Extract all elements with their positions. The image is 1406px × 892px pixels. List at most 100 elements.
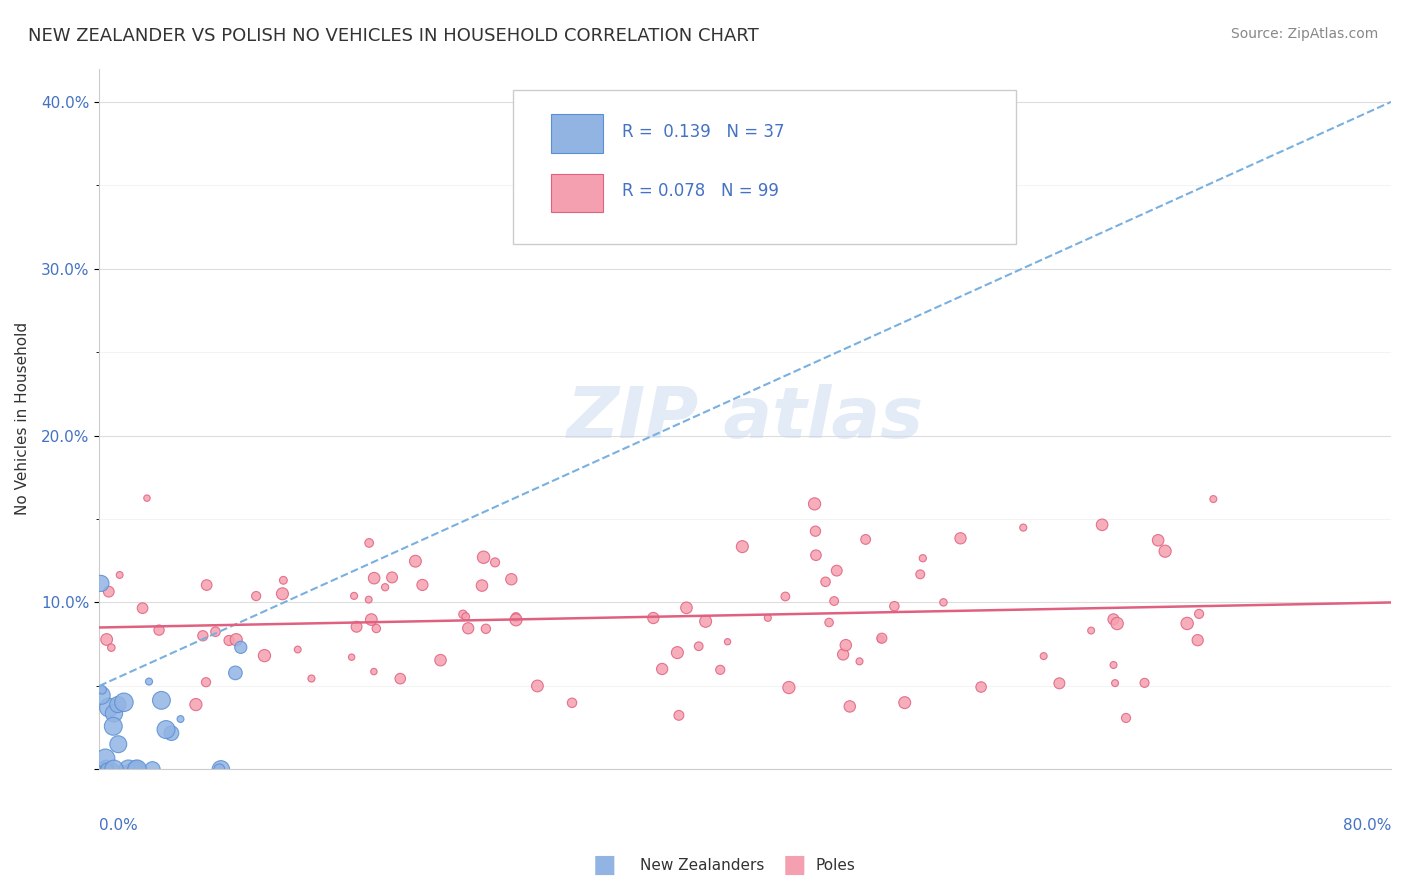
Point	[209, 762, 232, 776]
Point	[911, 551, 934, 566]
Point	[1115, 711, 1137, 725]
Text: Poles: Poles	[815, 858, 855, 872]
Point	[107, 698, 129, 712]
Point	[709, 663, 731, 677]
Point	[526, 679, 548, 693]
Point	[803, 497, 825, 511]
Point	[90, 576, 112, 591]
Point	[910, 567, 932, 582]
Point	[471, 578, 494, 592]
Point	[1102, 658, 1125, 673]
Point	[155, 723, 177, 737]
Point	[883, 599, 905, 614]
Point	[359, 536, 381, 550]
Point	[651, 662, 673, 676]
Y-axis label: No Vehicles in Household: No Vehicles in Household	[15, 322, 30, 516]
Point	[141, 762, 163, 776]
Point	[1188, 607, 1211, 621]
Point	[668, 708, 690, 723]
Text: R = 0.078   N = 99: R = 0.078 N = 99	[623, 182, 779, 200]
Point	[103, 762, 125, 776]
Point	[229, 640, 252, 655]
Point	[136, 491, 159, 505]
Point	[195, 675, 218, 690]
Point	[360, 613, 382, 627]
Point	[695, 615, 717, 629]
Point	[869, 632, 891, 646]
Point	[148, 623, 170, 637]
Point	[103, 706, 125, 721]
Point	[1104, 676, 1126, 690]
Point	[411, 578, 433, 592]
Point	[472, 550, 495, 565]
Point	[832, 648, 855, 662]
Point	[404, 554, 426, 568]
Point	[191, 629, 214, 643]
Text: R =  0.139   N = 37: R = 0.139 N = 37	[623, 122, 785, 141]
Point	[1012, 520, 1035, 534]
Point	[224, 665, 246, 680]
Point	[429, 653, 451, 667]
Point	[1147, 533, 1170, 548]
Point	[343, 589, 366, 603]
Point	[127, 762, 149, 776]
Point	[451, 607, 474, 622]
Point	[96, 761, 118, 775]
Point	[475, 622, 498, 636]
Point	[893, 696, 915, 710]
Point	[825, 564, 848, 578]
Point	[96, 632, 118, 647]
Point	[1080, 624, 1102, 638]
Point	[366, 622, 388, 636]
Point	[340, 650, 363, 665]
Point	[1133, 676, 1156, 690]
Point	[94, 751, 117, 765]
Point	[108, 568, 131, 582]
Point	[855, 533, 877, 547]
Point	[818, 615, 841, 630]
Point	[225, 632, 247, 647]
Point	[125, 762, 148, 776]
Point	[90, 762, 112, 776]
Point	[363, 665, 385, 679]
Point	[127, 762, 149, 776]
Text: ■: ■	[783, 854, 806, 877]
Point	[505, 613, 527, 627]
Point	[675, 600, 697, 615]
Point	[1102, 612, 1125, 626]
Text: NEW ZEALANDER VS POLISH NO VEHICLES IN HOUSEHOLD CORRELATION CHART: NEW ZEALANDER VS POLISH NO VEHICLES IN H…	[28, 27, 759, 45]
Point	[96, 762, 118, 776]
Text: ■: ■	[593, 854, 616, 877]
Point	[731, 540, 754, 554]
Point	[949, 531, 972, 545]
Text: 0.0%: 0.0%	[100, 818, 138, 833]
Point	[253, 648, 276, 663]
Point	[169, 712, 191, 726]
Point	[111, 762, 134, 776]
Point	[374, 580, 396, 594]
Point	[1202, 491, 1225, 506]
Point	[1107, 616, 1129, 631]
Point	[287, 642, 309, 657]
Point	[97, 584, 120, 599]
Point	[118, 762, 141, 776]
Point	[454, 609, 477, 624]
Point	[150, 693, 173, 707]
Point	[208, 762, 231, 776]
Point	[970, 680, 993, 694]
Point	[125, 762, 148, 776]
Point	[666, 646, 689, 660]
Point	[1187, 633, 1209, 648]
Point	[381, 570, 404, 584]
Point	[1175, 616, 1198, 631]
Point	[716, 634, 738, 648]
Point	[688, 639, 710, 653]
Point	[112, 695, 135, 709]
Point	[195, 578, 218, 592]
Point	[204, 624, 226, 639]
Point	[823, 594, 845, 608]
Point	[160, 726, 183, 740]
Text: Source: ZipAtlas.com: Source: ZipAtlas.com	[1230, 27, 1378, 41]
Point	[98, 700, 121, 714]
Point	[1091, 517, 1114, 532]
